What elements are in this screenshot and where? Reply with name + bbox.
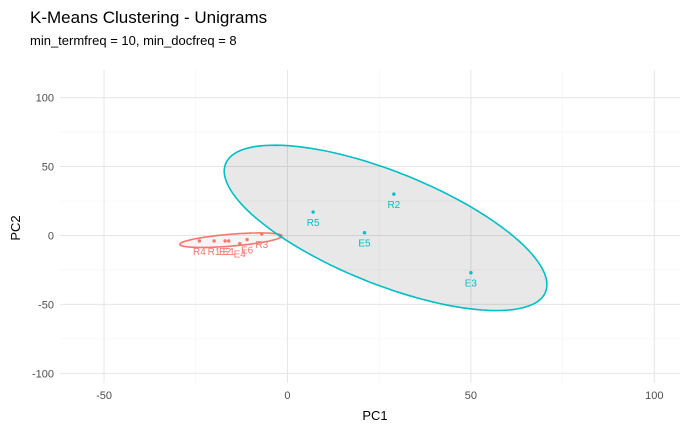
data-point-r1 [212,239,216,243]
x-tick-label: -50 [96,390,112,402]
data-point-e3 [469,270,473,275]
point-label-r4: R4 [193,247,206,258]
point-label-e5: E5 [358,239,371,250]
point-label-r3: R3 [255,240,268,251]
chart-subtitle: min_termfreq = 10, min_docfreq = 8 [30,33,237,48]
data-point-e2 [223,239,227,243]
y-tick-label: 100 [36,93,54,105]
point-label-e4: E4 [234,250,247,261]
y-axis-title: PC2 [8,215,23,240]
point-label-r2: R2 [387,200,400,211]
data-point-e1 [227,239,231,243]
grid [60,70,680,383]
data-point-e6 [245,237,249,242]
x-tick-label: 100 [645,390,663,402]
point-label-r5: R5 [307,218,320,229]
data-point-e5 [362,231,367,235]
x-tick-label: 50 [465,390,477,402]
data-point-r5 [311,210,315,214]
point-label-e3: E3 [465,279,478,290]
y-tick-label: -100 [32,368,54,380]
point-label-r1: R1 [208,247,221,258]
cluster-ellipse-2 [223,144,548,312]
point-label-e2: E2 [219,247,232,258]
x-axis-title: PC1 [362,408,387,423]
y-tick-label: -50 [38,299,54,311]
data-points [197,192,473,275]
y-tick-label: 50 [42,162,54,174]
data-point-r3 [260,232,264,236]
point-label-e1: E1 [223,247,236,258]
cluster-ellipses [178,144,548,312]
x-tick-label: 0 [284,390,290,402]
tick-labels: -50 0 50 100 100 50 0 -50 -100 [32,93,664,402]
cluster-ellipse-1 [178,232,283,249]
chart-title: K-Means Clustering - Unigrams [30,8,267,27]
point-label-e6: E6 [241,246,254,257]
y-tick-label: 0 [48,230,54,242]
data-point-e4 [238,242,242,246]
data-point-r2 [392,192,396,196]
data-point-r4 [197,239,202,243]
